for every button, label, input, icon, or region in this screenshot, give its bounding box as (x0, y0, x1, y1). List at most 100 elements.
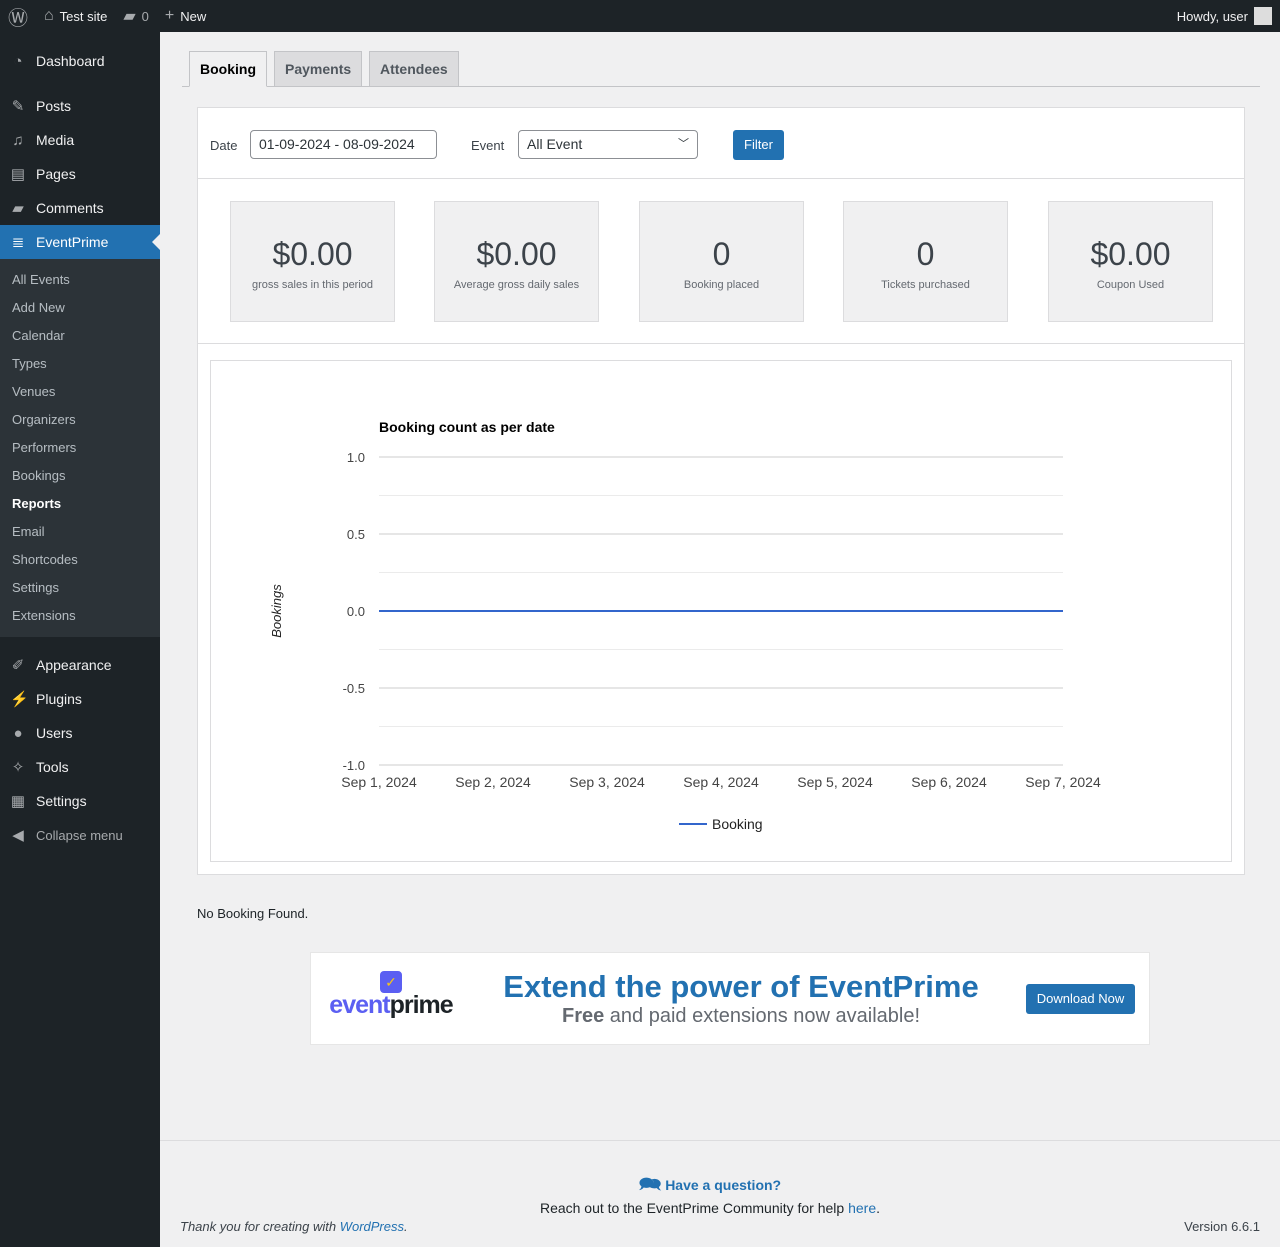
tab-attendees[interactable]: Attendees (369, 51, 459, 87)
submenu-calendar[interactable]: Calendar (12, 328, 65, 343)
x-tick-label: Sep 7, 2024 (1025, 774, 1101, 790)
dashboard-icon: ◔ (13, 52, 23, 70)
x-tick-label: Sep 3, 2024 (569, 774, 645, 790)
comment-icon: ▰ (123, 8, 136, 25)
event-label: Event (471, 138, 505, 153)
chart-svg: Booking count as per date Bookings 1.0 0.… (269, 419, 1101, 832)
help-text: Reach out to the EventPrime Community fo… (539, 1200, 881, 1216)
stat-avg-daily-sales: $0.00 Average gross daily sales (434, 201, 599, 322)
date-range-input[interactable]: 01-09-2024 - 08-09-2024 (250, 130, 437, 159)
submenu-reports[interactable]: Reports (12, 496, 62, 511)
stat-tickets-purchased: 0 Tickets purchased (843, 201, 1008, 322)
no-booking-message: No Booking Found. (197, 906, 309, 921)
report-panel: Date 01-09-2024 - 08-09-2024 Event All E… (197, 107, 1245, 875)
brush-icon: ✐ (11, 657, 25, 674)
chart-title: Booking count as per date (379, 419, 555, 435)
tab-booking[interactable]: Booking (189, 51, 267, 87)
collapse-icon: ◀ (12, 827, 24, 844)
y-tick-label: 1.0 (347, 450, 365, 465)
calendar-check-icon: ✓ (380, 971, 402, 993)
x-tick-label: Sep 6, 2024 (911, 774, 987, 790)
menu-dashboard[interactable]: ◔ Dashboard (0, 44, 160, 78)
wrench-icon: ✧ (11, 759, 25, 776)
menu-settings[interactable]: ▦ Settings (10, 793, 87, 810)
help-title: 🗪 Have a question? (638, 1174, 782, 1194)
version: Version 6.6.1 (1184, 1219, 1260, 1234)
user-icon: ● (13, 724, 23, 742)
settings-icon: ▦ (10, 793, 26, 810)
menu-pages[interactable]: ▤ Pages (10, 166, 76, 183)
stat-bookings-placed: 0 Booking placed (639, 201, 804, 322)
main-content: Booking Payments Attendees Date 01-09-20… (160, 32, 1280, 1247)
comment-icon: ▰ (12, 200, 24, 217)
date-label: Date (210, 138, 238, 153)
filter-button[interactable]: Filter (733, 130, 784, 160)
filter-bar: Date 01-09-2024 - 08-09-2024 Event All E… (198, 108, 1244, 179)
menu-posts[interactable]: ✎ Posts (11, 98, 72, 115)
menu-media[interactable]: ♫ Media (0, 123, 160, 157)
download-now-button[interactable]: Download Now (1026, 984, 1135, 1014)
submenu-add-new[interactable]: Add New (12, 300, 65, 315)
new-content-link[interactable]: + New (164, 7, 207, 24)
tab-payments[interactable]: Payments (274, 51, 363, 87)
submenu-settings[interactable]: Settings (12, 580, 59, 595)
account-menu[interactable]: Howdy, user (1177, 7, 1280, 25)
submenu-venues[interactable]: Venues (12, 384, 56, 399)
submenu-shortcodes[interactable]: Shortcodes (12, 552, 78, 567)
x-tick-label: Sep 4, 2024 (683, 774, 759, 790)
stats-cards: $0.00 gross sales in this period $0.00 Ave… (198, 179, 1244, 344)
eventprime-submenu: All Events Add New Calendar Types Venues… (0, 259, 160, 637)
submenu-extensions[interactable]: Extensions (12, 608, 76, 623)
chevron-down-icon: ﹀ (678, 138, 689, 150)
submenu-performers[interactable]: Performers (12, 440, 77, 455)
plus-icon: + (164, 7, 175, 24)
help-link[interactable]: here (848, 1200, 877, 1216)
stat-gross-sales: $0.00 gross sales in this period (230, 201, 395, 322)
admin-bar: Ⓦ ⌂ Test site ▰ 0 + New Howdy, user (0, 0, 1280, 32)
admin-sidebar: ◔ Dashboard ✎ Posts ♫ Media ▤ Pages ▰ Comment… (0, 32, 160, 1247)
wordpress-link[interactable]: WordPress (339, 1219, 404, 1234)
banner-headline: Extend the power of EventPrime (503, 969, 979, 1004)
avatar (1254, 7, 1272, 25)
report-tabs: Booking Payments Attendees (182, 51, 1260, 87)
extensions-banner: ✓ eventprime Extend the power of EventPr… (310, 952, 1150, 1045)
tickets-icon: ≣ (11, 234, 25, 251)
submenu-bookings[interactable]: Bookings (12, 468, 66, 483)
event-select[interactable]: All Event ﹀ (518, 130, 698, 159)
y-tick-label: 0.5 (347, 527, 365, 542)
menu-plugins[interactable]: ⚡ Plugins (10, 691, 82, 708)
booking-chart: Booking count as per date Bookings 1.0 0.… (210, 360, 1232, 862)
banner-sub: and paid extensions now available! (604, 1005, 921, 1027)
footer-divider (160, 1140, 1280, 1141)
comments-link[interactable]: ▰ 0 (123, 8, 149, 25)
legend-label[interactable]: Booking (712, 816, 763, 832)
stat-coupon-used: $0.00 Coupon Used (1048, 201, 1213, 322)
y-tick-label: -1.0 (343, 758, 365, 773)
menu-comments[interactable]: ▰ Comments (0, 191, 160, 225)
footer-thanks: Thank you for creating with WordPress. (180, 1219, 408, 1234)
submenu-email[interactable]: Email (12, 524, 45, 539)
x-tick-label: Sep 2, 2024 (455, 774, 531, 790)
menu-users[interactable]: ● Users (0, 716, 160, 750)
menu-appearance[interactable]: ✐ Appearance (11, 657, 112, 674)
plug-icon: ⚡ (10, 691, 29, 708)
wordpress-logo-icon[interactable]: Ⓦ (8, 7, 28, 30)
chat-icon: 🗪 (638, 1174, 662, 1194)
submenu-organizers[interactable]: Organizers (12, 412, 76, 427)
submenu-all-events[interactable]: All Events (12, 272, 70, 287)
eventprime-logo: ✓ eventprime (326, 971, 456, 1018)
media-icon: ♫ (12, 131, 24, 149)
pin-icon: ✎ (11, 98, 25, 115)
menu-tools[interactable]: ✧ Tools (11, 759, 69, 776)
y-tick-label: 0.0 (347, 604, 365, 619)
submenu-types[interactable]: Types (12, 356, 47, 371)
pages-icon: ▤ (10, 166, 26, 183)
y-axis-label: Bookings (269, 584, 284, 638)
menu-eventprime[interactable]: ≣ EventPrime (0, 225, 160, 259)
home-icon: ⌂ (44, 7, 54, 24)
site-name-link[interactable]: ⌂ Test site (44, 7, 108, 24)
x-tick-label: Sep 1, 2024 (341, 774, 417, 790)
x-tick-label: Sep 5, 2024 (797, 774, 873, 790)
banner-sub-bold: Free (561, 1005, 605, 1027)
collapse-menu[interactable]: ◀ Collapse menu (0, 818, 160, 852)
